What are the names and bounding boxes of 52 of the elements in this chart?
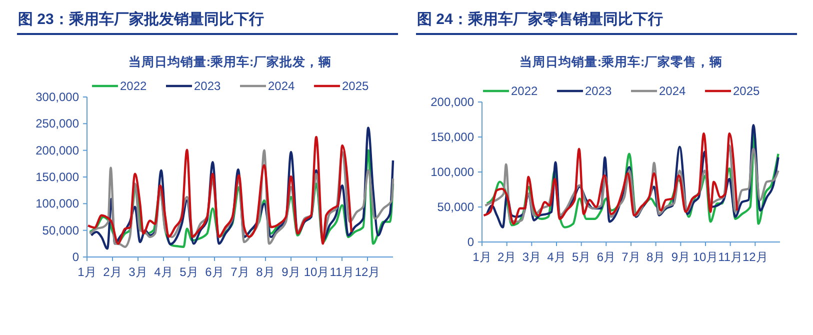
legend-label: 2024 (659, 84, 686, 98)
x-tick-label: 8月 (646, 250, 666, 264)
line-series (484, 144, 780, 223)
x-tick-label: 2月 (497, 250, 516, 264)
y-tick-label: 200,000 (36, 143, 80, 158)
legend-label: 2024 (268, 79, 296, 93)
x-tick-label: 6月 (596, 250, 616, 264)
legend-label: 2022 (511, 84, 538, 98)
y-tick-label: 100,000 (36, 196, 80, 211)
x-tick-label: 1月 (472, 250, 492, 264)
x-tick-label: 4月 (154, 265, 173, 279)
y-tick-label: 300,000 (36, 90, 80, 104)
chart-subtitle: 当周日均销量:乘用车:厂家零售，辆 (519, 54, 723, 69)
x-tick-label: 9月 (282, 265, 300, 279)
chart-title: 图 23：乘用车厂家批发销量同比下行 (18, 10, 264, 28)
x-tick-label: 5月 (572, 250, 591, 264)
line-series (86, 136, 353, 245)
y-tick-label: 200,000 (430, 95, 474, 109)
x-tick-label: 9月 (671, 250, 690, 264)
x-tick-label: 3月 (522, 250, 542, 264)
x-tick-label: 7月 (622, 250, 640, 264)
x-tick-label: 8月 (256, 265, 275, 279)
x-tick-label: 6月 (205, 265, 224, 279)
x-tick-label: 10月 (692, 250, 718, 264)
x-tick-label: 2月 (103, 265, 122, 279)
x-tick-label: 11月 (718, 250, 743, 264)
legend-label: 2025 (342, 79, 370, 93)
x-tick-label: 11月 (330, 265, 354, 279)
y-tick-label: 50,000 (42, 223, 80, 238)
x-tick-label: 4月 (547, 250, 566, 264)
x-tick-label: 5月 (180, 265, 198, 279)
chart-title: 图 24：乘用车厂家零售销量同比下行 (417, 10, 663, 28)
y-tick-label: 250,000 (36, 116, 80, 131)
x-tick-label: 10月 (304, 265, 330, 279)
chart-subtitle: 当周日均销量:乘用车:厂家批发，辆 (128, 54, 332, 69)
legend-label: 2022 (120, 79, 148, 93)
line-series (88, 149, 394, 248)
legend-label: 2023 (585, 84, 612, 98)
x-tick-label: 12月 (742, 250, 768, 264)
legend-label: 2025 (733, 84, 760, 98)
x-tick-label: 3月 (128, 265, 148, 279)
x-tick-label: 7月 (230, 265, 250, 279)
x-tick-label: 12月 (354, 265, 380, 279)
y-tick-label: 0 (72, 250, 80, 264)
x-tick-label: 1月 (78, 265, 96, 279)
y-tick-label: 150,000 (36, 170, 80, 184)
y-tick-label: 100,000 (430, 165, 474, 179)
y-tick-label: 150,000 (430, 130, 474, 144)
y-tick-label: 0 (467, 235, 474, 249)
legend-label: 2023 (194, 79, 222, 93)
y-tick-label: 50,000 (437, 200, 474, 214)
line-series (482, 132, 738, 225)
